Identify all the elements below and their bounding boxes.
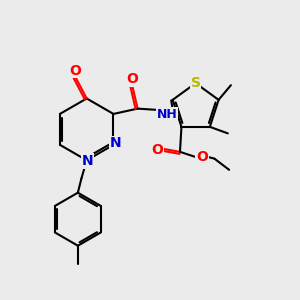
Text: S: S [190,76,201,90]
Text: O: O [126,72,138,86]
Text: O: O [196,150,208,164]
Text: N: N [110,136,122,150]
Text: NH: NH [157,108,177,121]
Text: O: O [69,64,81,78]
Text: N: N [82,154,93,168]
Text: O: O [152,142,163,157]
